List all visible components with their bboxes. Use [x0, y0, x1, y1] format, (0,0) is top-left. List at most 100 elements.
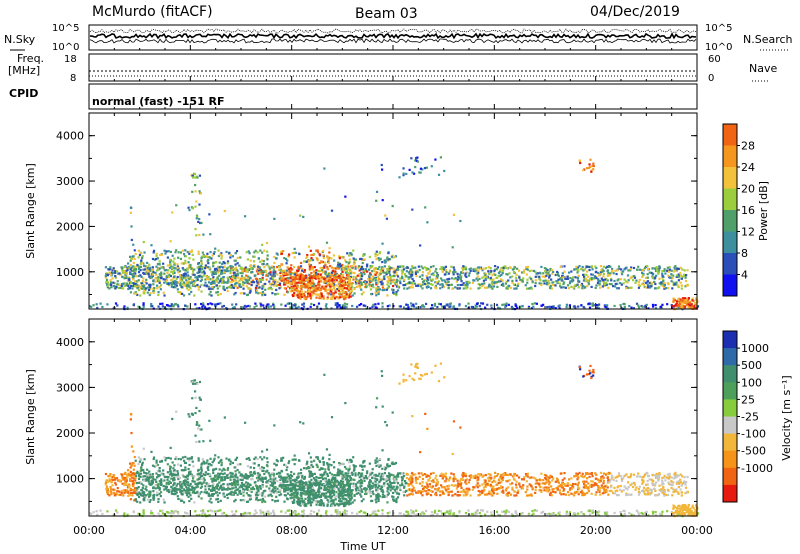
power-cell	[261, 243, 264, 246]
power-cell	[347, 276, 350, 279]
power-cell	[187, 288, 190, 292]
power-cell	[293, 247, 296, 251]
power-cell	[383, 259, 386, 262]
velocity-cell	[106, 490, 109, 493]
power-cell	[542, 279, 545, 282]
power-cell	[419, 244, 422, 247]
power-cell	[294, 282, 297, 285]
power-cell	[295, 272, 298, 275]
power-cell	[231, 303, 234, 306]
power-cell	[604, 282, 607, 285]
power-cell	[243, 269, 246, 273]
velocity-cell	[544, 486, 547, 489]
power-cell	[499, 268, 502, 272]
power-cell	[539, 279, 542, 282]
power-cell	[229, 272, 232, 275]
velocity-cell	[151, 472, 154, 476]
power-cell	[211, 286, 214, 289]
power-cell	[257, 269, 261, 272]
power-cell	[369, 266, 372, 269]
power-cell	[312, 289, 315, 292]
power-cell	[248, 291, 251, 294]
power-cell	[246, 281, 249, 285]
power-cell	[152, 271, 155, 274]
power-cell	[407, 306, 410, 309]
power-cell	[230, 286, 234, 289]
power-cell	[280, 303, 283, 306]
power-cell	[451, 246, 454, 249]
power-cell	[229, 264, 232, 268]
power-cell	[485, 276, 488, 279]
power-cell	[210, 270, 213, 274]
power-cell	[591, 302, 594, 305]
power-cell	[588, 268, 591, 272]
power-cell	[534, 279, 537, 282]
power-cell	[201, 271, 204, 274]
velocity-cell	[684, 486, 688, 489]
power-cell	[123, 269, 126, 273]
power-cell	[170, 285, 173, 288]
power-cell	[462, 267, 466, 270]
power-cell	[426, 221, 429, 224]
power-cell	[619, 281, 622, 285]
power-cell	[380, 168, 384, 171]
power-cell	[306, 253, 309, 257]
power-cell	[478, 283, 482, 286]
power-cell	[286, 302, 289, 305]
power-cell	[441, 305, 444, 308]
power-cell	[521, 304, 524, 308]
velocity-cell	[424, 485, 427, 488]
power-cell	[234, 279, 238, 282]
power-cell	[297, 266, 300, 269]
power-cell	[369, 273, 373, 276]
power-cell	[666, 303, 669, 306]
velocity-cell	[341, 473, 344, 476]
power-cell	[131, 278, 135, 281]
velocity-cell	[543, 489, 546, 492]
velocity-cell	[272, 480, 275, 483]
power-cell	[347, 288, 350, 291]
power-cell	[310, 276, 313, 279]
power-cell	[248, 276, 251, 279]
power-cell	[202, 304, 205, 307]
power-cell	[299, 278, 302, 281]
velocity-cell	[509, 483, 512, 486]
power-cell	[186, 281, 189, 284]
power-cell	[551, 281, 554, 284]
velocity-cell	[567, 478, 571, 481]
power-cell	[423, 305, 426, 308]
velocity-cell	[623, 474, 626, 478]
power-cell	[342, 278, 345, 281]
power-cell	[435, 287, 438, 290]
power-cell	[373, 267, 376, 270]
power-cell	[212, 276, 215, 279]
velocity-cell	[218, 472, 221, 476]
power-cell	[488, 273, 491, 276]
power-cell	[223, 288, 226, 291]
power-cell	[209, 278, 212, 281]
power-cell	[651, 267, 654, 270]
power-cell	[134, 282, 137, 286]
power-cell	[179, 251, 183, 254]
power-cell	[294, 271, 297, 274]
velocity-cell	[149, 473, 152, 476]
power-cell	[259, 268, 263, 272]
power-cell	[450, 265, 453, 268]
power-cell	[670, 280, 673, 283]
power-cell	[314, 285, 317, 288]
power-cell	[226, 281, 229, 284]
power-cell	[431, 278, 435, 281]
velocity-cell	[383, 484, 386, 487]
power-cell	[182, 294, 186, 297]
power-cell	[293, 292, 296, 295]
velocity-cell	[253, 472, 257, 475]
power-cell	[408, 168, 411, 171]
power-cell	[592, 164, 595, 168]
power-cell	[516, 306, 519, 310]
power-cell	[368, 280, 372, 283]
velocity-cell	[230, 484, 233, 487]
velocity-cell	[576, 473, 580, 476]
power-cell	[316, 283, 319, 286]
power-cell	[361, 261, 364, 265]
power-cell	[246, 270, 249, 273]
